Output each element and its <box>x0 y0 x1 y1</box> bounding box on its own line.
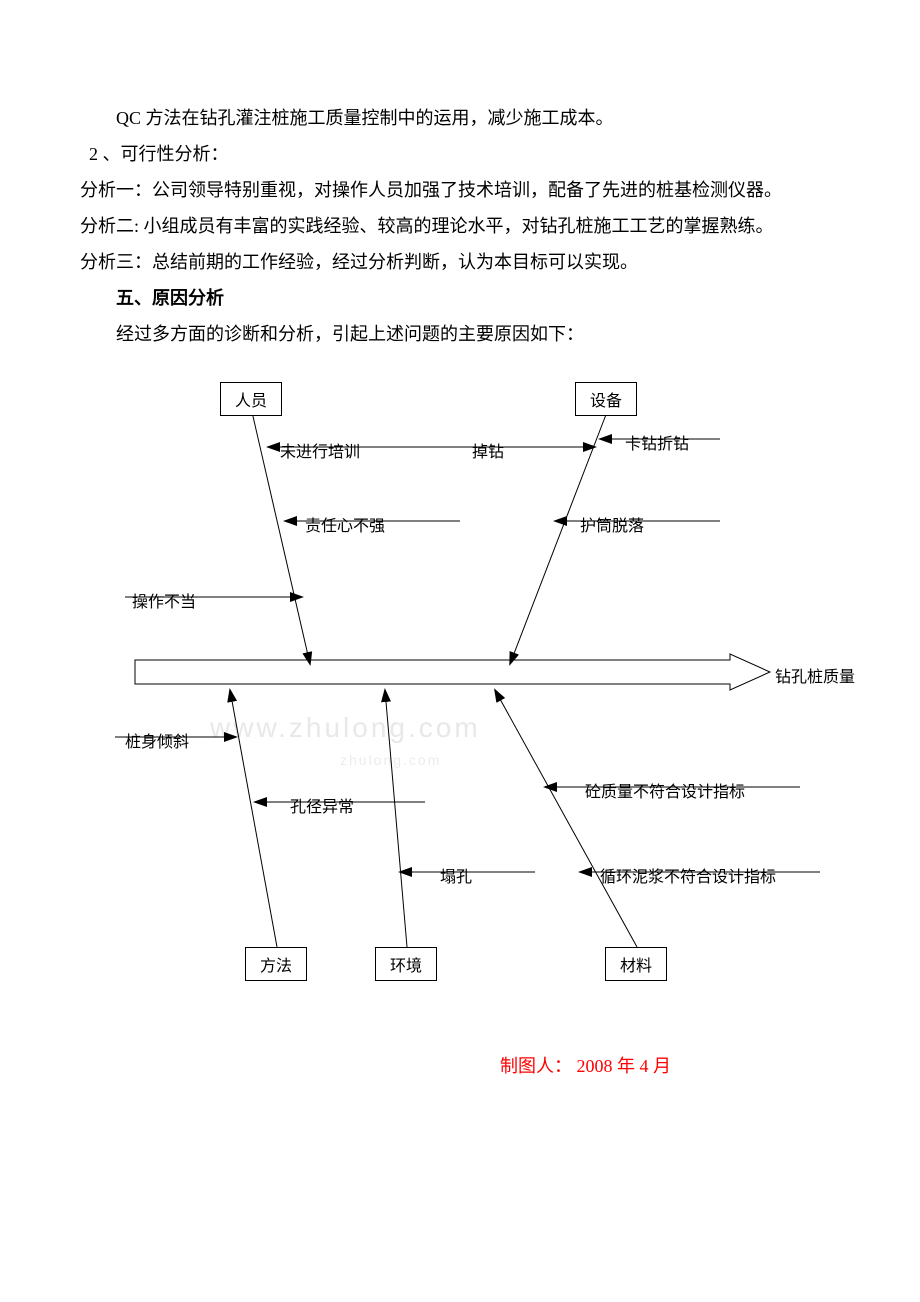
fishbone-node-n2: 设备 <box>575 382 637 416</box>
fishbone-diagram: www.zhulong.com zhulong.com 人员设备方法环境材料未进… <box>80 372 840 1012</box>
fishbone-node-n4: 环境 <box>375 947 437 981</box>
paragraph-qc: QC 方法在钻孔灌注桩施工质量控制中的运用，减少施工成本。 <box>80 100 840 136</box>
cause-label-0: 未进行培训 <box>280 438 360 462</box>
fishbone-node-n1: 人员 <box>220 382 282 416</box>
fishbone-node-n5: 材料 <box>605 947 667 981</box>
paragraph-analysis-1: 分析一：公司领导特别重视，对操作人员加强了技术培训，配备了先进的桩基检测仪器。 <box>80 172 840 208</box>
fishbone-node-n3: 方法 <box>245 947 307 981</box>
cause-label-10: 循环泥浆不符合设计指标 <box>600 863 776 887</box>
paragraph-feasibility-heading: 2 、可行性分析： <box>80 136 840 172</box>
cause-label-1: 责任心不强 <box>305 512 385 536</box>
cause-label-9: 砼质量不符合设计指标 <box>585 778 745 802</box>
cause-label-7: 孔径异常 <box>290 793 354 817</box>
cause-label-5: 护筒脱落 <box>580 512 644 536</box>
paragraph-diagnosis: 经过多方面的诊断和分析，引起上述问题的主要原因如下： <box>80 316 840 352</box>
document-page: QC 方法在钻孔灌注桩施工质量控制中的运用，减少施工成本。 2 、可行性分析： … <box>0 0 920 1138</box>
fishbone-svg <box>80 372 840 1012</box>
cause-label-4: 掉钻 <box>472 438 504 462</box>
cause-label-2: 操作不当 <box>132 588 196 612</box>
paragraph-analysis-3: 分析三：总结前期的工作经验，经过分析判断，认为本目标可以实现。 <box>80 244 840 280</box>
paragraph-analysis-2: 分析二: 小组成员有丰富的实践经验、较高的理论水平，对钻孔桩施工工艺的掌握熟练。 <box>80 208 840 244</box>
cause-label-8: 塌孔 <box>440 863 472 887</box>
section-heading-5: 五、原因分析 <box>80 280 840 316</box>
diagram-credit: 制图人： 2008 年 4 月 <box>80 1052 840 1078</box>
effect-label: 钻孔桩质量 <box>775 663 855 687</box>
cause-label-3: 卡钻折钻 <box>625 430 689 454</box>
cause-label-6: 桩身倾斜 <box>125 728 189 752</box>
